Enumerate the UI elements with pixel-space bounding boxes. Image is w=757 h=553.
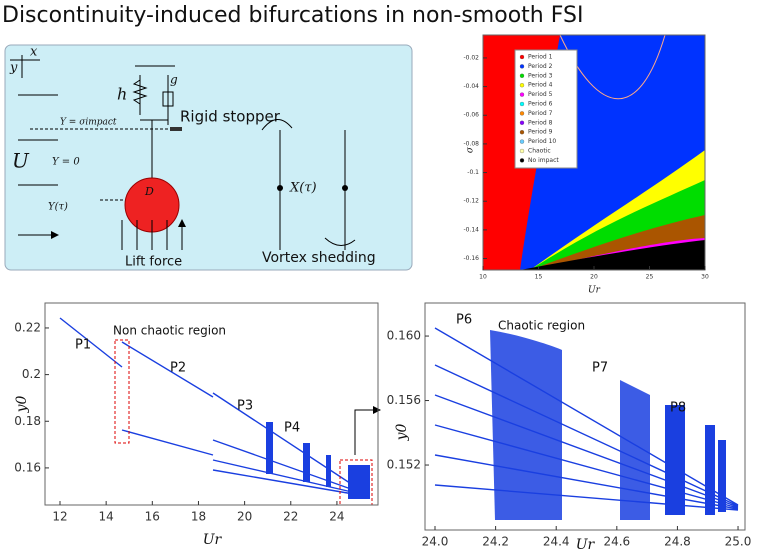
x-axis-label: Ur bbox=[576, 537, 596, 553]
x-tick-label: 15 bbox=[535, 274, 543, 281]
schematic-box bbox=[4, 44, 413, 271]
x-axis-label: Ur bbox=[203, 532, 223, 548]
title: Discontinuity-induced bifurcations in no… bbox=[2, 3, 583, 28]
y-tick-label: 0.16 bbox=[14, 460, 41, 474]
legend-swatch bbox=[519, 130, 525, 135]
left-curves bbox=[59, 317, 381, 506]
legend-label: Chaotic bbox=[528, 148, 551, 155]
legend-swatch bbox=[519, 111, 525, 116]
plot-frame bbox=[424, 302, 746, 531]
label: y bbox=[9, 61, 18, 76]
x-tick-label: 24 bbox=[329, 510, 344, 524]
annotation: P8 bbox=[670, 401, 686, 416]
legend-swatch bbox=[519, 54, 525, 60]
legend-label: Period 2 bbox=[528, 63, 553, 70]
legend-swatch bbox=[519, 101, 525, 107]
x-tick-label: 24.4 bbox=[543, 535, 570, 549]
y-tick-label: -0.1 bbox=[467, 169, 479, 176]
label: Y(τ) bbox=[48, 202, 68, 213]
y-axis-label: y0 bbox=[14, 396, 30, 414]
y-axis-label: σ bbox=[466, 146, 476, 153]
y-tick-label: -0.14 bbox=[463, 226, 479, 233]
y-tick-label: -0.04 bbox=[463, 83, 479, 90]
legend-label: Period 5 bbox=[528, 91, 553, 98]
label: U bbox=[12, 149, 30, 173]
plot-frame bbox=[44, 302, 379, 506]
label: Rigid stopper bbox=[180, 108, 281, 126]
legend-label: Period 10 bbox=[528, 138, 556, 145]
annotation: P7 bbox=[592, 361, 608, 376]
legend-label: Period 1 bbox=[528, 54, 553, 61]
x-tick-label: 25.0 bbox=[725, 535, 752, 549]
legend-swatch bbox=[519, 148, 525, 154]
annotation: P4 bbox=[284, 421, 300, 436]
legend-label: Period 7 bbox=[528, 110, 553, 117]
legend-swatch bbox=[519, 92, 525, 97]
legend-label: Period 3 bbox=[528, 72, 553, 79]
annotation: P2 bbox=[170, 361, 186, 376]
legend-label: Period 4 bbox=[528, 82, 553, 89]
y-tick-label: 0.2 bbox=[22, 367, 41, 381]
legend-label: Period 6 bbox=[528, 101, 553, 108]
label: Lift force bbox=[125, 255, 182, 270]
x-tick-label: 24.8 bbox=[664, 535, 691, 549]
x-tick-label: 18 bbox=[191, 510, 206, 524]
right-curves bbox=[434, 327, 739, 520]
legend-swatch bbox=[519, 83, 525, 88]
x-tick-label: 25 bbox=[646, 274, 654, 281]
legend-swatch bbox=[519, 158, 525, 163]
legend-label: No impact bbox=[528, 157, 559, 164]
legend-label: Period 9 bbox=[528, 129, 553, 136]
x-tick-label: 16 bbox=[145, 510, 160, 524]
legend-box bbox=[514, 49, 578, 169]
annotation: Chaotic region bbox=[498, 319, 585, 333]
x-tick-label: 24.6 bbox=[603, 535, 630, 549]
y-tick-label: -0.08 bbox=[463, 140, 479, 147]
label: Y = 0 bbox=[52, 157, 80, 168]
y-tick-label: -0.02 bbox=[463, 54, 479, 61]
y-tick-label: 0.152 bbox=[387, 458, 421, 472]
x-tick-label: 24.2 bbox=[482, 535, 509, 549]
x-tick-label: 12 bbox=[52, 510, 67, 524]
legend-label: Period 8 bbox=[528, 119, 553, 126]
legend-swatch bbox=[519, 120, 525, 125]
x-tick-label: 14 bbox=[99, 510, 114, 524]
annotation: Non chaotic region bbox=[113, 324, 226, 338]
label: Vortex shedding bbox=[262, 250, 376, 266]
schematic: x y h g Rigid stopper Y = σimpact U Y = … bbox=[4, 44, 413, 271]
x-axis-label: Ur bbox=[588, 286, 601, 296]
y-tick-label: -0.06 bbox=[463, 112, 479, 119]
y-tick-label: 0.156 bbox=[387, 393, 421, 407]
x-tick-label: 20 bbox=[237, 510, 252, 524]
y-tick-label: 0.18 bbox=[14, 414, 41, 428]
x-tick-label: 22 bbox=[283, 510, 298, 524]
annotation: P3 bbox=[237, 399, 253, 414]
legend-swatch bbox=[519, 73, 525, 78]
y-tick-label: 0.160 bbox=[387, 329, 421, 343]
label: h bbox=[117, 85, 127, 104]
x-tick-label: 24.0 bbox=[422, 535, 449, 549]
legend-swatch bbox=[519, 139, 525, 144]
x-tick-label: 20 bbox=[590, 274, 598, 281]
annotation: P1 bbox=[75, 338, 91, 353]
label: x bbox=[30, 45, 38, 60]
y-tick-label: 0.22 bbox=[14, 320, 41, 334]
y-tick-label: -0.12 bbox=[463, 198, 479, 205]
x-tick-label: 10 bbox=[479, 274, 487, 281]
y-tick-label: -0.16 bbox=[463, 255, 479, 262]
label: X(τ) bbox=[289, 181, 317, 196]
label: Y = σimpact bbox=[60, 118, 117, 128]
y-axis-label: y0 bbox=[394, 424, 410, 442]
x-tick-label: 30 bbox=[701, 274, 709, 281]
annotation: P6 bbox=[456, 313, 472, 328]
legend-swatch bbox=[519, 64, 525, 69]
label: g bbox=[170, 73, 178, 87]
label: D bbox=[144, 185, 154, 198]
